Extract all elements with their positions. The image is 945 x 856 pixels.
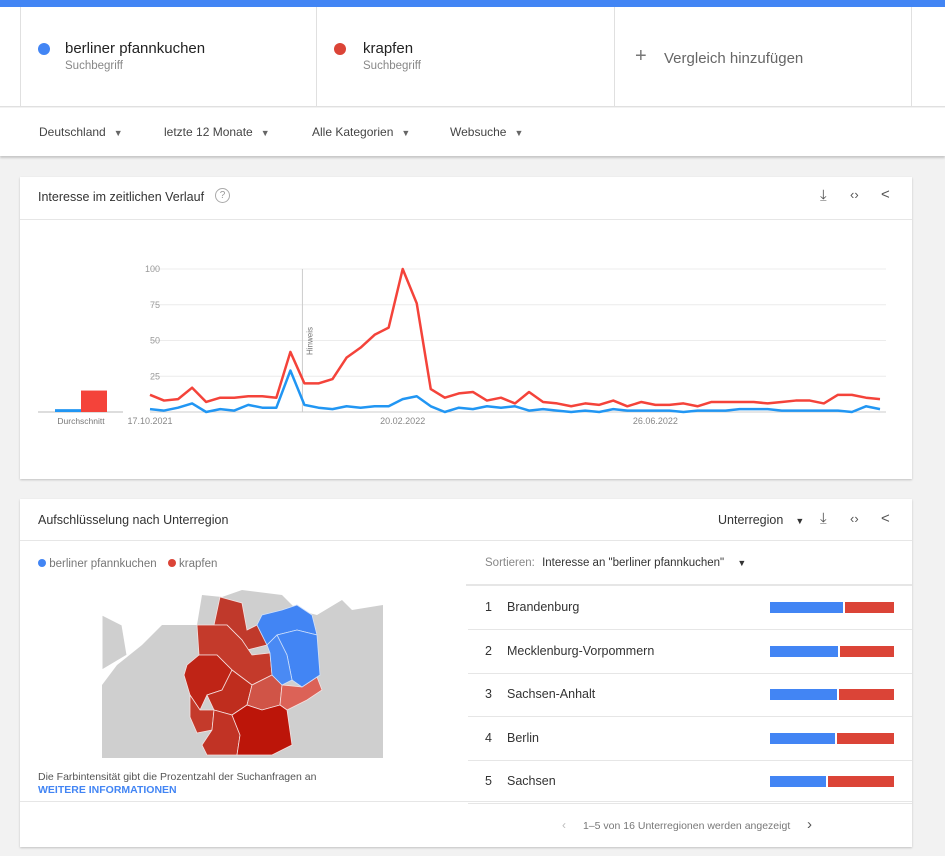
- map-legend: berliner pfannkuchen krapfen: [38, 558, 217, 570]
- resolution-dropdown[interactable]: Unterregion ▼: [718, 513, 804, 527]
- region-row[interactable]: 3 Sachsen-Anhalt: [468, 673, 912, 717]
- term-type: Suchbegriff: [65, 60, 123, 72]
- region-name: Brandenburg: [507, 600, 580, 614]
- blue-dot-icon: [38, 43, 50, 55]
- card-title: Interesse im zeitlichen Verlauf: [38, 190, 205, 204]
- divider: [20, 540, 912, 541]
- card-title: Aufschlüsselung nach Unterregion: [38, 513, 229, 527]
- caret-down-icon: ▼: [401, 128, 411, 138]
- y-tick-label: 100: [145, 264, 160, 274]
- sort-value: Interesse an "berliner pfannkuchen": [542, 557, 725, 569]
- blue-share-bar: [770, 602, 844, 613]
- annotation-label: Hinweis: [305, 327, 314, 355]
- red-dot-icon: [167, 559, 176, 567]
- download-icon[interactable]: ⤓: [820, 510, 827, 527]
- caret-down-icon: ▼: [514, 128, 524, 138]
- sort-dropdown[interactable]: Sortieren: Interesse an "berliner pfannk…: [485, 557, 746, 569]
- region-rank: 4: [485, 730, 492, 745]
- divider: [466, 584, 912, 586]
- help-icon[interactable]: ?: [215, 188, 230, 203]
- blue-share-bar: [770, 776, 827, 787]
- filter-search-type[interactable]: Websuche ▼: [450, 125, 523, 139]
- search-terms-bar: berliner pfannkuchen Suchbegriff krapfen…: [0, 7, 945, 107]
- filter-label: Deutschland: [39, 125, 106, 139]
- plus-icon: +: [635, 45, 647, 67]
- caret-down-icon: ▼: [795, 516, 805, 526]
- resolution-label: Unterregion: [718, 513, 784, 527]
- blue-share-bar: [770, 645, 839, 657]
- add-compare-label: Vergleich hinzufügen: [664, 50, 804, 67]
- share-icon[interactable]: <: [881, 510, 890, 527]
- average-bar: [55, 409, 81, 412]
- x-tick-label: 17.10.2021: [127, 416, 172, 426]
- region-name: Berlin: [507, 730, 539, 745]
- share-icon[interactable]: <: [881, 186, 890, 203]
- embed-icon[interactable]: ‹›: [850, 187, 859, 202]
- germany-region-map[interactable]: [102, 585, 383, 758]
- prev-page-icon[interactable]: ‹: [562, 818, 566, 832]
- region-row[interactable]: 5 Sachsen: [468, 760, 912, 804]
- interest-line-chart: 25 50 75 100 17.10.2021 20.02.2022 26.06.2022 H…: [38, 264, 886, 426]
- download-icon[interactable]: ⤓: [820, 187, 827, 204]
- red-share-bar: [845, 602, 894, 613]
- term-card-1[interactable]: berliner pfannkuchen Suchbegriff: [20, 7, 316, 107]
- region-rank: 3: [485, 687, 492, 701]
- blue-dot-icon: [38, 559, 46, 567]
- filter-time[interactable]: letzte 12 Monate ▼: [164, 125, 270, 139]
- blue-share-bar: [770, 732, 835, 744]
- legend-label: krapfen: [179, 558, 218, 570]
- term-type: Suchbegriff: [363, 60, 421, 72]
- term-name: berliner pfannkuchen: [65, 40, 206, 57]
- blue-share-bar: [770, 689, 838, 700]
- term-card-2[interactable]: krapfen Suchbegriff: [316, 7, 614, 107]
- red-share-bar: [840, 645, 894, 657]
- y-tick-label: 50: [150, 336, 160, 346]
- term-name: krapfen: [363, 40, 414, 57]
- y-tick-label: 75: [150, 300, 160, 310]
- region-name: Sachsen-Anhalt: [507, 687, 596, 701]
- legend-label: berliner pfannkuchen: [49, 558, 157, 570]
- map-note: Die Farbintensität gibt die Prozentzahl …: [38, 771, 317, 783]
- pagination-text: 1–5 von 16 Unterregionen werden angezeig…: [583, 820, 791, 832]
- red-share-bar: [839, 689, 894, 700]
- sort-label: Sortieren:: [485, 557, 535, 569]
- more-info-link[interactable]: WEITERE INFORMATIONEN: [38, 784, 177, 796]
- red-share-bar: [828, 776, 894, 787]
- region-rank: 1: [485, 600, 492, 614]
- region-row[interactable]: 4 Berlin: [468, 717, 912, 761]
- top-accent-bar: [0, 0, 945, 7]
- filter-region[interactable]: Deutschland ▼: [39, 125, 123, 139]
- filter-category[interactable]: Alle Kategorien ▼: [312, 125, 410, 139]
- region-name: Sachsen: [507, 774, 556, 788]
- red-dot-icon: [334, 43, 346, 55]
- interest-over-time-card: Interesse im zeitlichen Verlauf ? ⤓ ‹› <: [20, 177, 912, 479]
- caret-down-icon: ▼: [737, 558, 747, 568]
- series-line-krapfen: [149, 267, 881, 408]
- region-row[interactable]: 1 Brandenburg: [468, 586, 912, 630]
- average-bar: [81, 390, 107, 412]
- y-tick-label: 25: [150, 371, 160, 381]
- filter-label: Websuche: [450, 125, 507, 139]
- x-tick-label: 20.02.2022: [380, 416, 425, 426]
- x-tick-label: 26.06.2022: [633, 416, 678, 426]
- caret-down-icon: ▼: [260, 128, 270, 138]
- filter-label: Alle Kategorien: [312, 125, 394, 139]
- series-line-berliner-pfannkuchen: [149, 369, 881, 414]
- next-page-icon[interactable]: ›: [807, 816, 812, 833]
- caret-down-icon: ▼: [113, 128, 123, 138]
- average-label: Durchschnitt: [57, 416, 105, 426]
- region-name: Mecklenburg-Vorpommern: [507, 643, 655, 658]
- divider: [20, 219, 912, 220]
- divider: [20, 801, 912, 802]
- filter-bar: Deutschland ▼ letzte 12 Monate ▼ Alle Kate…: [0, 108, 945, 156]
- add-compare-button[interactable]: + Vergleich hinzufügen: [614, 7, 912, 107]
- region-row[interactable]: 2 Mecklenburg-Vorpommern: [468, 630, 912, 674]
- region-rank: 2: [485, 643, 492, 658]
- red-share-bar: [836, 732, 894, 744]
- embed-icon[interactable]: ‹›: [850, 511, 859, 526]
- filter-label: letzte 12 Monate: [164, 125, 253, 139]
- region-rank: 5: [485, 774, 492, 788]
